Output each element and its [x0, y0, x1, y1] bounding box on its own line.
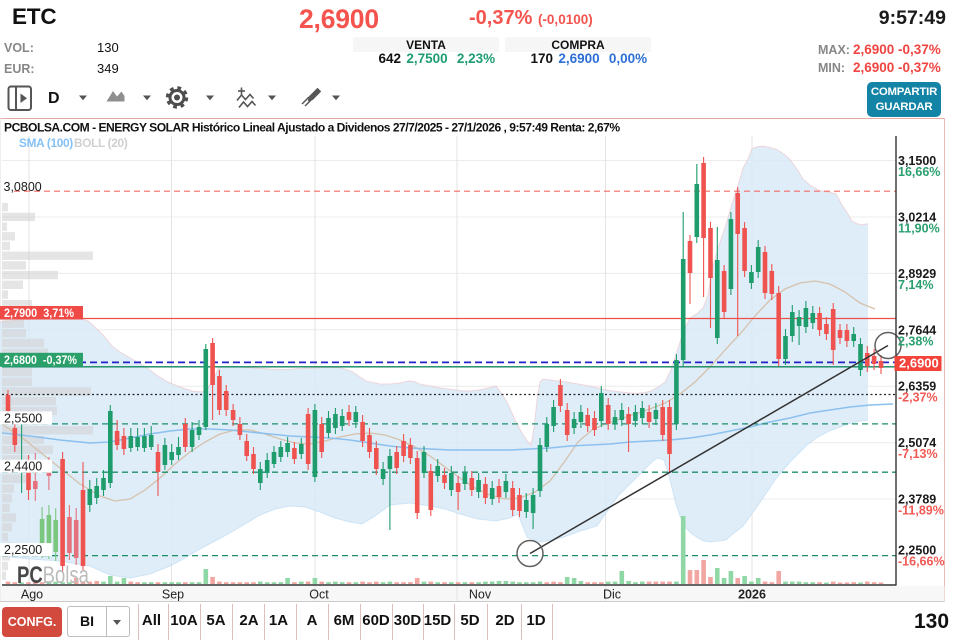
svg-text:2,7644: 2,7644	[898, 323, 936, 337]
svg-text:-7,13%: -7,13%	[898, 447, 938, 461]
svg-text:-11,89%: -11,89%	[898, 504, 944, 518]
svg-text:2,2500: 2,2500	[898, 544, 936, 558]
svg-text:Ago: Ago	[21, 588, 43, 602]
svg-text:BOLL (20): BOLL (20)	[74, 136, 128, 150]
svg-text:2026: 2026	[738, 588, 766, 602]
svg-text:Sep: Sep	[162, 588, 184, 602]
svg-text:-16,66%: -16,66%	[898, 555, 945, 569]
svg-text:3,0214: 3,0214	[898, 211, 936, 225]
svg-text:Dic: Dic	[603, 588, 621, 602]
svg-text:2,6900: 2,6900	[899, 356, 939, 371]
svg-text:SMA (100): SMA (100)	[19, 136, 73, 150]
svg-text:-2,37%: -2,37%	[898, 391, 938, 405]
svg-text:2,6800 -0,37%: 2,6800 -0,37%	[4, 353, 77, 367]
svg-text:2,8929: 2,8929	[898, 267, 936, 281]
svg-text:2,4400: 2,4400	[4, 460, 42, 474]
svg-text:2,2500: 2,2500	[4, 543, 42, 557]
svg-text:2,6359: 2,6359	[898, 380, 936, 394]
svg-text:7,14%: 7,14%	[898, 278, 933, 292]
svg-text:2,3789: 2,3789	[898, 493, 936, 507]
svg-text:PCBolsa: PCBolsa	[17, 562, 89, 589]
svg-text:Oct: Oct	[309, 588, 329, 602]
svg-text:Nov: Nov	[469, 588, 492, 602]
svg-text:11,90%: 11,90%	[898, 222, 940, 236]
svg-text:D: D	[48, 90, 60, 107]
svg-text:16,66%: 16,66%	[898, 165, 940, 179]
svg-text:2,7900 3,71%: 2,7900 3,71%	[4, 306, 74, 320]
svg-text:2,5500: 2,5500	[4, 411, 42, 425]
svg-text:2,38%: 2,38%	[898, 334, 933, 348]
svg-text:3,1500: 3,1500	[898, 154, 936, 168]
svg-text:2,5074: 2,5074	[898, 436, 936, 450]
svg-text:3,0800: 3,0800	[4, 180, 42, 194]
svg-text:PCBOLSA.COM - ENERGY SOLAR His: PCBOLSA.COM - ENERGY SOLAR Histórico Lin…	[4, 121, 620, 135]
